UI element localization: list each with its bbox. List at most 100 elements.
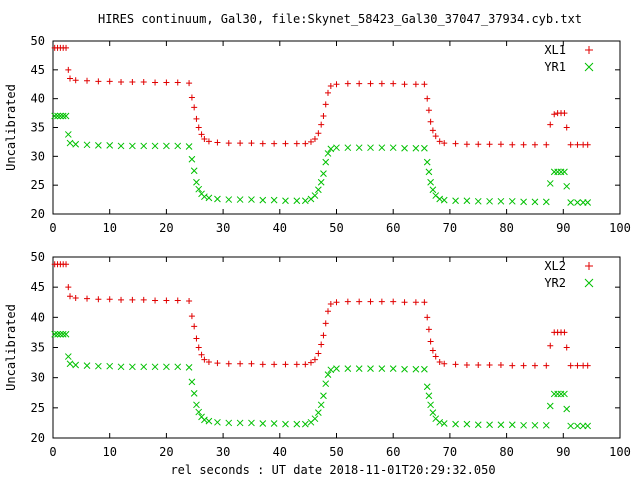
xl2-point [322,320,329,327]
xl2-point [356,298,363,305]
y-tick-label: 45 [31,63,45,77]
xl1-point [561,110,568,117]
xl1-point [271,140,278,147]
xl2-point [302,361,309,368]
yr2-point [322,380,330,388]
yr2-point [185,364,193,371]
x-tick-label: 60 [386,445,400,459]
xl2-point [188,313,195,320]
top-panel: 0 10 20 30 40 50 60 70 80 90 100 20 25 30 35 40 45 50 Unca… [4,34,631,235]
yr2-point [531,421,539,429]
xl2-point [344,298,351,305]
xl2-point [225,360,232,367]
xl2-point [436,358,443,365]
yr2-point [51,330,59,338]
xl2-point [390,298,397,305]
xl2-point [333,299,340,306]
yr1-point [129,142,136,150]
yr2-point [401,365,408,373]
y-tick-label: 45 [31,280,45,294]
yr1-point [106,142,114,149]
y-tick-label: 25 [31,401,45,415]
x-tick-label: 10 [102,221,116,235]
xl2-point [152,297,159,304]
yr2-point [367,365,374,372]
yr1-point [151,142,159,150]
x-tick-label: 10 [102,445,116,459]
yr2-point [248,419,255,427]
xl1-point [65,66,72,73]
xl1-point [195,124,202,131]
xl1-point [67,75,74,82]
xl2-point [140,296,147,303]
xl1-point [378,80,385,87]
x-tick-label: 20 [159,445,173,459]
xl1-point [486,141,493,148]
xl1-point [412,81,419,88]
yr2-point [561,390,568,398]
yr2-point [190,389,198,397]
yr1-point [508,197,516,205]
yr2-point [174,363,182,371]
yr2-point [324,371,332,379]
xl1-point [475,141,482,148]
yr1-point [236,196,244,203]
yr1-point [163,142,170,150]
x-tick-label: 100 [609,445,631,459]
yr2-point [574,422,581,430]
yr1-point [574,199,581,206]
xl1-point [205,138,212,145]
xl2-point [186,298,193,305]
yr2-point [236,419,244,427]
xl1-point [282,140,289,147]
yr2-point [293,420,301,428]
xl1-point [551,111,558,118]
xl1-point [333,81,340,88]
yr1-point [563,182,571,190]
xl1-point [311,136,318,143]
yr2-point [83,362,91,369]
xl1-point [531,141,538,148]
yr2-point [436,418,444,426]
xl1-point [497,141,504,148]
xl2-point [205,358,212,365]
xl2-point [378,298,385,305]
yr1-point [259,196,267,204]
legend-label: XL1 [544,43,566,57]
yr2-point [188,378,196,386]
xl2-point [95,296,102,303]
yr2-point [425,392,433,400]
xl2-point [567,362,574,369]
xl2-point [293,361,300,368]
xl2-point [311,356,318,363]
yr1-point [66,139,74,147]
xl1-point [421,81,428,88]
yr1-point [333,144,340,152]
y-tick-label: 50 [31,250,45,264]
yr1-point [401,144,408,152]
xl1-point [237,140,244,147]
yr2-point [486,421,493,429]
yr1-point [355,144,363,152]
x-tick-label: 80 [499,221,513,235]
xl1-point [427,118,434,125]
yr2-point [344,365,352,372]
xl1-point [248,140,255,147]
xl1-point [344,80,351,87]
yr1-point [57,112,64,120]
x-tick-label: 20 [159,221,173,235]
yr2-point [389,365,397,372]
xl2-point [401,299,408,306]
y-axis-label: Uncalibrated [4,304,18,391]
xl1-point [432,133,439,140]
x-axis-label: rel seconds : UT date 2018-11-01T20:29:3… [170,463,495,477]
xl2-point [520,362,527,369]
y-tick-label: 35 [31,341,45,355]
yr1-point [425,168,433,176]
yr2-point [317,401,325,409]
yr2-point [474,421,482,429]
yr2-point [508,421,516,429]
x-tick-label: 0 [49,445,56,459]
yr1-point [531,198,539,206]
xl1-point [186,80,193,87]
